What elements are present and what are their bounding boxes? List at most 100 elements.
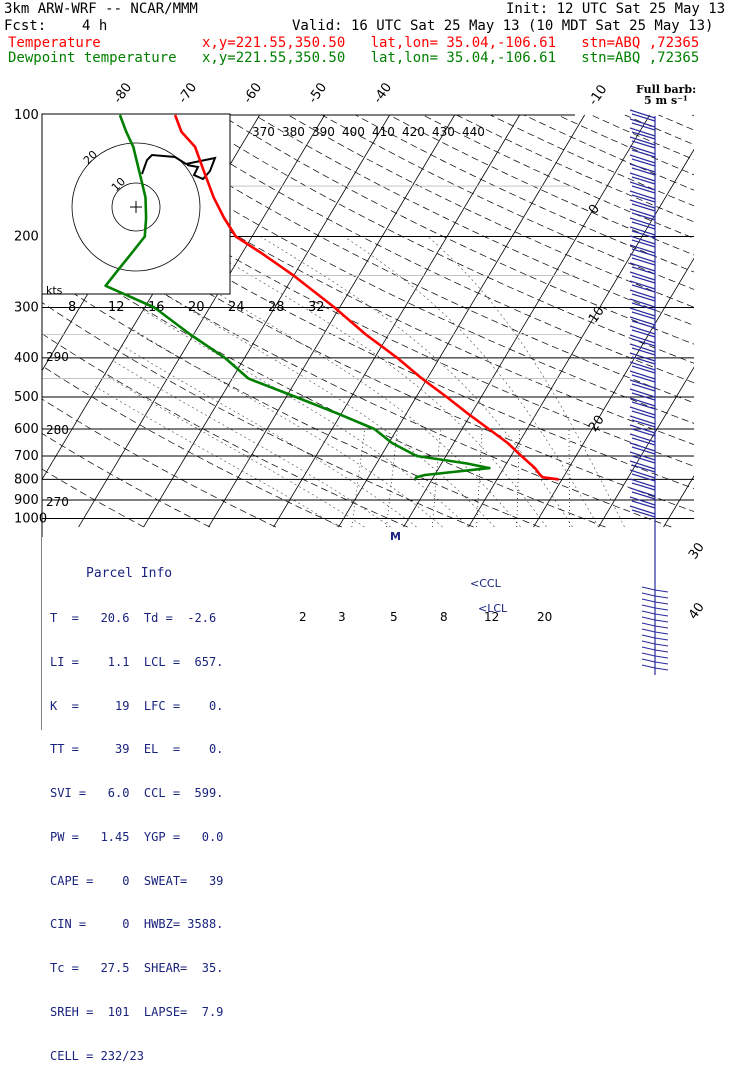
pressure-label: 800 [14,472,39,487]
m-marker: M [390,530,401,543]
isotherm-line [339,115,585,527]
hodograph-speed-label: 32 [308,300,325,315]
parcel-row: CELL = 232/23 [42,1049,232,1064]
full-barb-legend-value: 5 m s⁻¹ [644,95,688,106]
dry-adiabat-line [288,115,740,527]
isotherm-label: -10 [586,82,610,108]
mixing-ratio-line [569,429,570,527]
parcel-row: Tc = 27.5 SHEAR= 35. [42,961,232,976]
wind-barb [630,146,655,157]
theta-label: 410 [372,125,395,139]
wind-barb [630,182,655,193]
isotherm-label: -60 [241,80,265,106]
wind-barb [630,362,655,373]
hodograph-speed-label: 20 [188,300,205,315]
wind-barb [630,506,655,517]
moist-adiabat-line [112,360,390,527]
wind-barb [630,281,655,292]
theta-label: 280 [46,423,69,437]
isotherm-label: 0 [586,202,603,217]
parcel-row: LI = 1.1 LCL = 657. [42,655,232,670]
wind-barb [630,308,655,319]
dry-adiabat-line [726,115,740,527]
hodograph-speed-label: 24 [228,300,245,315]
isotherm-line [209,115,455,527]
moist-adiabat-line [187,237,547,528]
wind-barb [630,128,655,139]
isotherm-line [274,115,520,527]
hodograph-speed-label: 28 [268,300,285,315]
isotherm-label: -70 [176,80,200,106]
pressure-label: 600 [14,422,39,437]
mixing-ratio-label: 5 [390,610,398,624]
wind-barb [630,371,655,382]
parcel-row: SVI = 6.0 CCL = 599. [42,786,232,801]
theta-label: 430 [432,125,455,139]
theta-label: 270 [46,495,69,509]
pressure-label: 700 [14,449,39,464]
ccl-marker: <CCL [470,577,502,590]
wind-barb [630,209,655,220]
wind-barb [630,254,655,265]
isotherm-line [404,115,650,527]
dry-adiabat-line [659,115,740,527]
parcel-row: PW = 1.45 YGP = 0.0 [42,830,232,845]
theta-label: 400 [342,125,365,139]
wind-barb [630,425,655,436]
wind-barb [630,479,655,490]
dry-adiabat-line [558,115,740,527]
isotherm-label: -50 [306,80,330,106]
pressure-label: 300 [14,301,39,316]
moist-adiabat-line [95,386,339,527]
theta-label: 290 [46,350,69,364]
mixing-ratio-label: 20 [537,610,552,624]
dry-adiabat-line [154,115,740,527]
theta-label: 420 [402,125,425,139]
wind-barb [630,218,655,229]
mixing-ratio-line [352,429,365,527]
wind-barb [630,137,655,148]
theta-label: 440 [462,125,485,139]
kts-label: kts [46,284,63,297]
wind-barb [630,236,655,247]
isotherm-line [664,115,740,527]
pressure-label: 1000 [14,512,47,527]
wind-barb [630,461,655,472]
moist-adiabat-line [428,237,625,528]
pressure-label: 900 [14,493,39,508]
isotherm-line [534,115,740,527]
moist-adiabat-line [139,308,469,528]
mixing-ratio-label: 2 [299,610,307,624]
wind-barb [630,344,655,355]
wind-barb [630,110,655,121]
theta-label: 380 [282,125,305,139]
theta-label: 370 [252,125,275,139]
theta-label: 390 [312,125,335,139]
parcel-info-panel: Parcel Info T = 20.6 Td = -2.6 LI = 1.1 … [42,538,232,1078]
pressure-label: 400 [14,351,39,366]
wind-barb [630,317,655,328]
isotherm-label: 20 [586,413,608,435]
wind-barb [630,299,655,310]
dry-adiabat-line [187,115,740,527]
moist-adiabat-line [260,237,572,528]
dry-adiabat-line [591,115,740,527]
wind-barb [630,200,655,211]
lcl-marker: <LCL [478,602,508,615]
wind-barb [630,497,655,508]
dry-adiabat-line [692,115,740,527]
pressure-label: 500 [14,390,39,405]
mixing-ratio-label: 8 [440,610,448,624]
wind-barb [630,389,655,400]
wind-barb [630,326,655,337]
wind-barb [630,443,655,454]
dry-adiabat-line [490,115,740,527]
wind-barb [630,290,655,301]
pressure-label: 200 [14,229,39,244]
parcel-row: TT = 39 EL = 0. [42,742,232,757]
wind-barb [630,380,655,391]
wind-barb [630,119,655,130]
hodograph-speed-label: 8 [68,300,76,315]
parcel-row: T = 20.6 Td = -2.6 [42,611,232,626]
parcel-row: CAPE = 0 SWEAT= 39 [42,874,232,889]
